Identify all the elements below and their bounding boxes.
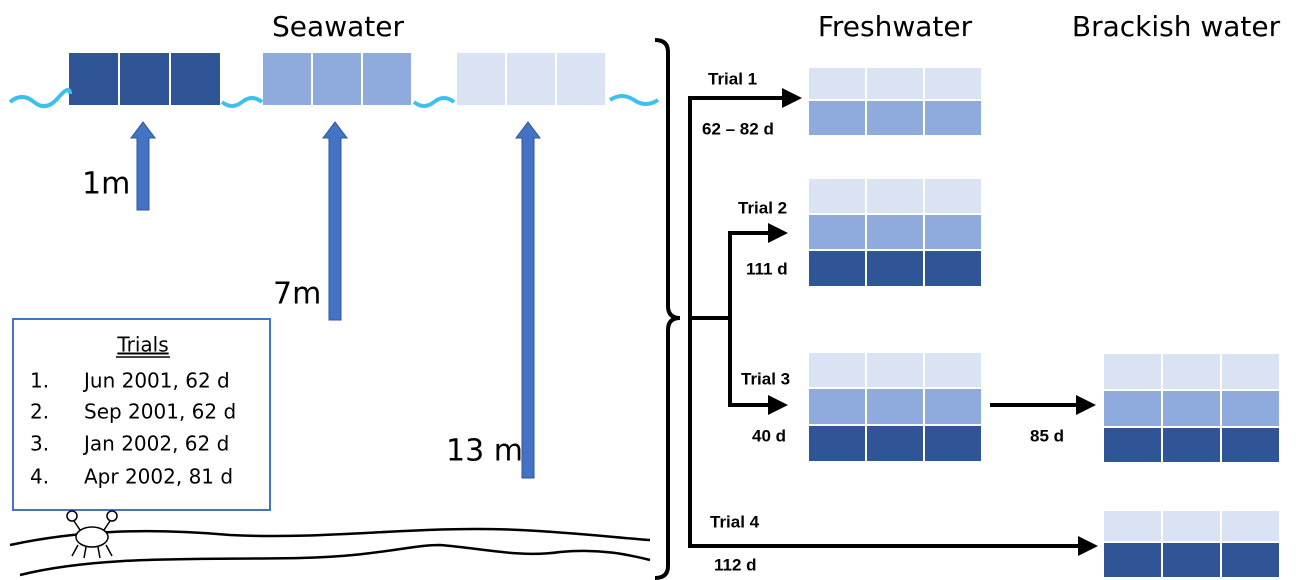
legend-text: Jun 2001, 62 d — [82, 369, 230, 393]
trial-duration: 111 d — [746, 259, 788, 278]
cage-cell — [808, 425, 866, 462]
cage-cell — [924, 425, 982, 462]
cage-cell — [866, 250, 924, 287]
cage-cell — [456, 52, 506, 106]
cage-cell — [924, 250, 982, 287]
cage-cell — [1103, 510, 1162, 542]
trial-label: Trial 1 — [708, 69, 757, 88]
legend-text: Sep 2001, 62 d — [84, 400, 236, 424]
cage-cell — [924, 100, 982, 136]
cage-cell — [1103, 427, 1162, 463]
cage-cell — [362, 52, 412, 106]
cage-cell — [68, 52, 119, 106]
legend-number: 4. — [30, 465, 49, 489]
trial-duration: 40 d — [752, 426, 786, 445]
cage-cell — [312, 52, 362, 106]
cage-cell — [1221, 542, 1280, 578]
cage-cell — [1103, 390, 1162, 427]
cage-cell — [924, 352, 982, 388]
trial-label: Trial 3 — [741, 369, 790, 388]
trial-duration: 62 – 82 d — [702, 119, 774, 138]
cage-cell — [808, 214, 866, 250]
cage-cell — [924, 178, 982, 214]
title: Freshwater — [818, 10, 973, 43]
cage-cell — [866, 352, 924, 388]
cage-cell — [1162, 427, 1221, 463]
legend-number: 1. — [30, 369, 49, 393]
title: Brackish water — [1072, 10, 1281, 43]
trial-label: Trial 4 — [710, 512, 760, 531]
title: Seawater — [272, 10, 404, 43]
legend-text: Jan 2002, 62 d — [82, 432, 229, 456]
diagram: Seawater Freshwater Brackish water 1m 7m… — [0, 0, 1298, 580]
cage-cell — [1221, 353, 1280, 390]
cage-cell — [866, 425, 924, 462]
legend-title: Trials — [116, 333, 168, 357]
legend-text: Apr 2002, 81 d — [84, 465, 233, 489]
cage-cell — [1162, 542, 1221, 578]
cage-cell — [924, 214, 982, 250]
cage-cell — [1221, 510, 1280, 542]
cage-cell — [119, 52, 170, 106]
cage-cell — [262, 52, 312, 106]
legend-number: 3. — [30, 432, 49, 456]
depth-label: 7m — [273, 277, 321, 312]
cage-cell — [866, 100, 924, 136]
cage-cell — [1103, 353, 1162, 390]
cage-cell — [808, 388, 866, 425]
depth-label: 1m — [82, 167, 130, 202]
cage-cell — [924, 388, 982, 425]
cage-cell — [1221, 427, 1280, 463]
cage-cell — [170, 52, 221, 106]
cage-cell — [866, 67, 924, 100]
legend-number: 2. — [30, 400, 49, 424]
cage-cell — [808, 100, 866, 136]
cage-cell — [1162, 353, 1221, 390]
cage-cell — [866, 214, 924, 250]
cage-cell — [866, 178, 924, 214]
cage-cell — [1103, 542, 1162, 578]
depth-label: 13 m — [446, 434, 523, 469]
cage-cell — [924, 67, 982, 100]
trial-label: Trial 2 — [738, 198, 787, 217]
cage-cell — [556, 52, 606, 106]
cage-cell — [808, 67, 866, 100]
bracket — [655, 40, 680, 578]
cage-cell — [808, 352, 866, 388]
cage-cell — [506, 52, 556, 106]
cage-cell — [1221, 390, 1280, 427]
cage-cell — [808, 178, 866, 214]
cage-cell — [1162, 390, 1221, 427]
cage-cell — [808, 250, 866, 287]
cage-cell — [866, 388, 924, 425]
transfer-duration: 85 d — [1030, 426, 1064, 445]
cage-cell — [1162, 510, 1221, 542]
trial-duration: 112 d — [714, 555, 757, 574]
